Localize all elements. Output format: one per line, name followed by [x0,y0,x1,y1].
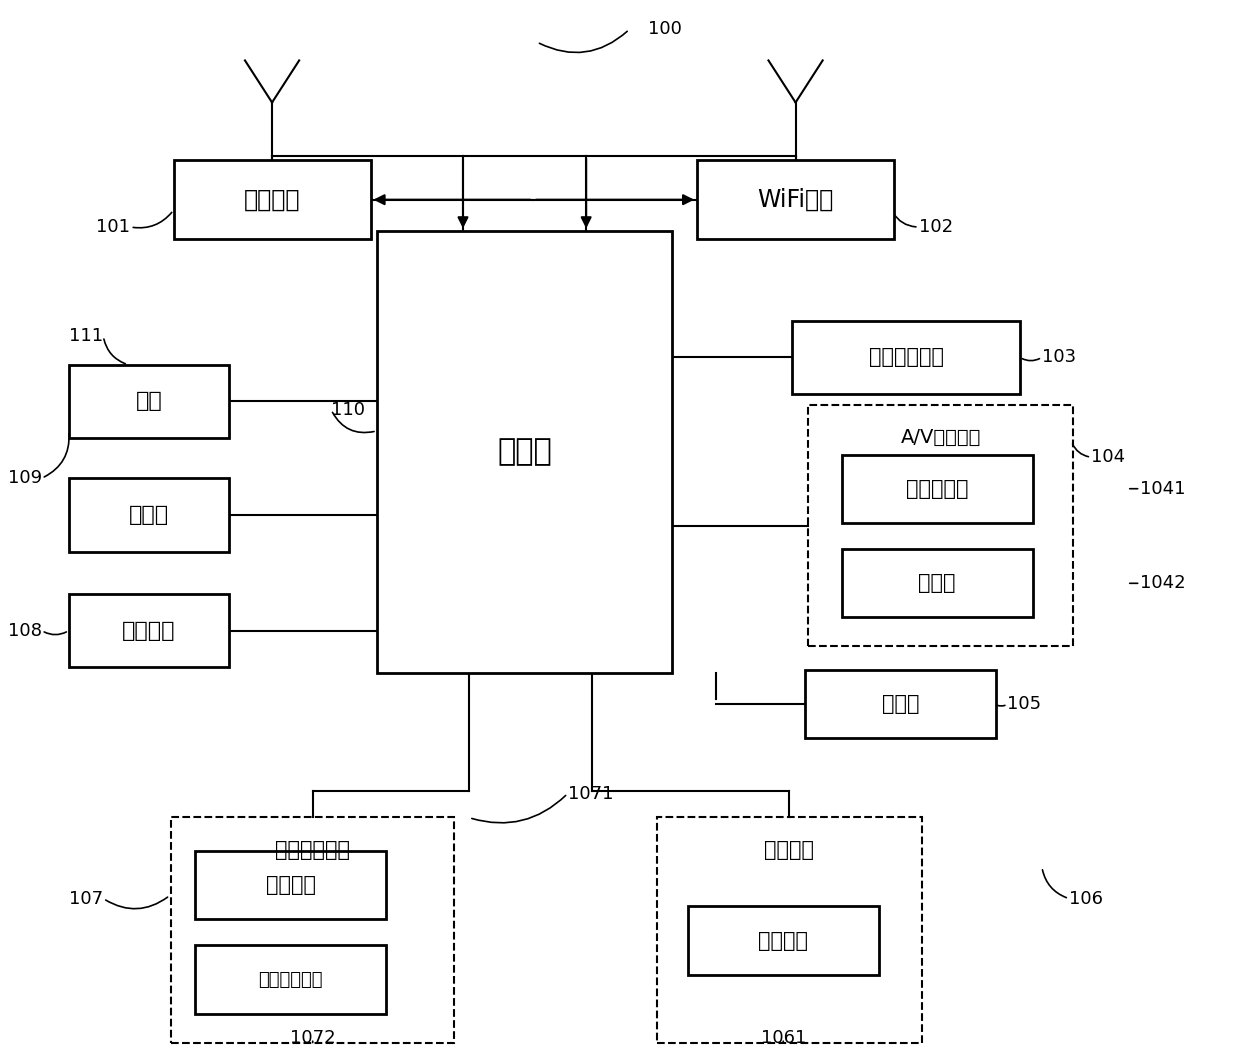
Text: 101: 101 [97,218,130,236]
Bar [173,160,370,239]
Text: 105: 105 [1007,695,1042,714]
Bar [841,549,1032,618]
Text: 104: 104 [1092,448,1125,467]
Text: 图形处理器: 图形处理器 [906,478,969,499]
Text: 接口单元: 接口单元 [123,620,176,641]
Text: 射频单元: 射频单元 [244,188,300,211]
Text: 存储器: 存储器 [129,504,169,526]
Bar [195,946,387,1013]
Text: 102: 102 [919,218,953,236]
Bar [377,231,673,673]
Text: 103: 103 [1042,348,1075,367]
Text: 1061: 1061 [761,1029,805,1048]
Bar [69,365,229,438]
Text: 显示单元: 显示单元 [764,841,814,861]
Text: 用户输入单元: 用户输入单元 [275,841,351,861]
Text: 1071: 1071 [567,784,613,803]
Bar [657,818,922,1043]
Text: 1042: 1042 [1140,574,1186,593]
Text: 显示面板: 显示面板 [758,930,808,951]
Text: 其他输入设备: 其他输入设备 [258,970,323,989]
Bar [805,671,996,738]
Text: A/V输入单元: A/V输入单元 [901,428,981,447]
Text: 110: 110 [331,400,366,419]
Text: 107: 107 [69,889,103,908]
Text: 106: 106 [1069,889,1103,908]
Text: 麦克风: 麦克风 [918,573,957,594]
Text: 1072: 1072 [290,1029,336,1048]
Text: 108: 108 [7,621,42,640]
Bar [69,594,229,667]
Text: 100: 100 [648,20,681,39]
Bar [69,478,229,552]
Text: WiFi模块: WiFi模块 [757,188,834,211]
Text: 1041: 1041 [1140,479,1186,498]
Text: 处理器: 处理器 [497,437,551,467]
Bar [809,405,1073,646]
Text: 111: 111 [69,327,103,346]
Text: 109: 109 [7,469,42,488]
Bar [841,454,1032,522]
Bar [793,321,1021,394]
Bar [171,818,455,1043]
Text: 传感器: 传感器 [881,694,919,715]
Bar [688,906,878,975]
Text: 电源: 电源 [135,391,162,412]
Text: 音频输出单元: 音频输出单元 [869,347,944,368]
Text: 触控面板: 触控面板 [265,874,316,895]
Bar [195,851,387,919]
Bar [698,160,895,239]
